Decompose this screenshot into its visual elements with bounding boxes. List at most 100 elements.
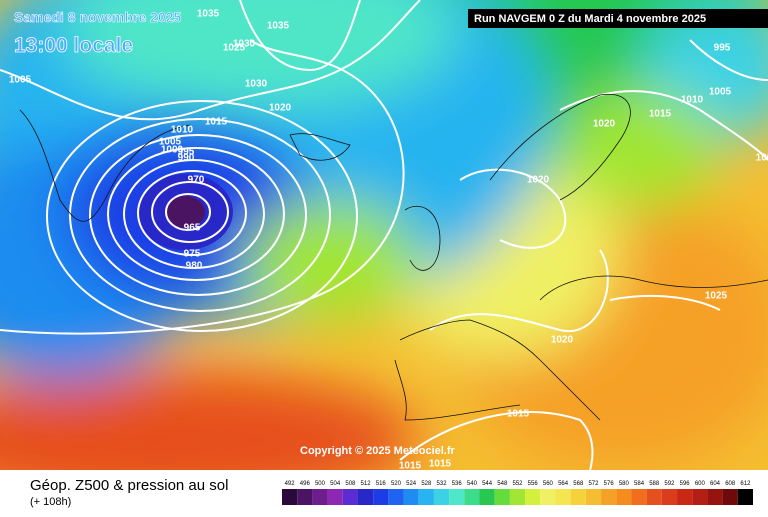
isobar-label: 1015 bbox=[205, 117, 228, 128]
isobar-label: 1015 bbox=[429, 459, 452, 470]
colorbar-swatch bbox=[479, 489, 495, 505]
colorbar-label: 532 bbox=[437, 481, 448, 487]
colorbar-label: 568 bbox=[573, 481, 584, 487]
colorbar-swatch bbox=[312, 489, 328, 505]
colorbar-label: 516 bbox=[376, 481, 387, 487]
colorbar-swatch bbox=[297, 489, 313, 505]
colorbar-swatch bbox=[357, 489, 374, 505]
isobar-label: 1035 bbox=[267, 21, 290, 32]
colorbar-label: 520 bbox=[391, 481, 402, 487]
colorbar-label: 596 bbox=[680, 481, 691, 487]
colorbar-label: 528 bbox=[421, 481, 432, 487]
isobars bbox=[0, 0, 768, 470]
colorbar-label: 548 bbox=[497, 481, 508, 487]
isobar-label: 1030 bbox=[233, 39, 256, 50]
colorbar-label: 604 bbox=[710, 481, 721, 487]
coastlines bbox=[19, 93, 768, 421]
isobar-label: 1035 bbox=[197, 9, 220, 20]
colorbar-swatch bbox=[616, 489, 632, 505]
time-label: 13:00 locale bbox=[14, 34, 133, 57]
colorbar-swatch bbox=[540, 489, 556, 505]
isobar-label: 1015 bbox=[649, 109, 672, 120]
colorbar-label: 496 bbox=[300, 481, 311, 487]
colorbar-label: 564 bbox=[558, 481, 569, 487]
colorbar-label: 492 bbox=[285, 481, 296, 487]
isobar-label: 1020 bbox=[551, 335, 574, 346]
colorbar-swatch bbox=[403, 489, 419, 505]
isobar-label: 1025 bbox=[705, 291, 728, 302]
copyright: Copyright © 2025 Meteociel.fr bbox=[300, 445, 456, 457]
date-label: Samedi 8 novembre 2025 bbox=[14, 9, 182, 25]
isobar-label: 1020 bbox=[527, 175, 550, 186]
colorbar-label: 556 bbox=[528, 481, 539, 487]
isobar-label: 1010 bbox=[681, 95, 704, 106]
colorbar-swatch bbox=[509, 489, 526, 505]
colorbar-swatch bbox=[418, 489, 434, 505]
colorbar-label: 560 bbox=[543, 481, 554, 487]
colorbar-swatch bbox=[585, 489, 602, 505]
low-center bbox=[165, 196, 205, 228]
colorbar-label: 540 bbox=[467, 481, 478, 487]
isobar-label: 1020 bbox=[593, 119, 616, 130]
colorbar-swatch bbox=[677, 489, 693, 505]
isobar-labels: 1035 1035 1030 1025 1030 1020 1015 1010 … bbox=[9, 9, 768, 472]
isobar-label: 1005 bbox=[9, 75, 32, 86]
isobar-label: 995 bbox=[178, 147, 195, 158]
colorbar-swatch bbox=[449, 489, 465, 505]
isobar-label: 970 bbox=[188, 175, 205, 186]
isobar-label: 1010 bbox=[171, 125, 194, 136]
colorbar-label: 512 bbox=[361, 481, 372, 487]
isobar-label: 1000 bbox=[161, 145, 184, 156]
colorbar-swatch bbox=[342, 489, 358, 505]
colorbar-label: 508 bbox=[345, 481, 356, 487]
isobar-label: 990 bbox=[178, 153, 195, 164]
colorbar-swatch bbox=[388, 489, 404, 505]
colorbar-label: 544 bbox=[482, 481, 493, 487]
isobar-label: 1020 bbox=[269, 103, 292, 114]
colorbar-label: 500 bbox=[315, 481, 326, 487]
colorbar-label: 608 bbox=[725, 481, 736, 487]
footer-lead: (+ 108h) bbox=[30, 496, 71, 508]
isobar-label: 1030 bbox=[245, 79, 268, 90]
colorbar-swatch bbox=[661, 489, 678, 505]
colorbar-label: 576 bbox=[604, 481, 615, 487]
colorbar-swatch bbox=[327, 489, 343, 505]
isobar-label: 1015 bbox=[399, 461, 422, 472]
colorbar-label: 524 bbox=[406, 481, 417, 487]
run-label: Run NAVGEM 0 Z du Mardi 4 novembre 2025 bbox=[474, 13, 706, 25]
colorbar-label: 584 bbox=[634, 481, 645, 487]
colorbar-label: 612 bbox=[740, 481, 751, 487]
colorbar-swatch bbox=[373, 489, 389, 505]
colorbar-label: 504 bbox=[330, 481, 341, 487]
colorbar-label: 592 bbox=[664, 481, 675, 487]
colorbar-swatch bbox=[646, 489, 662, 505]
colorbar-swatch bbox=[722, 489, 738, 505]
colorbar-label: 580 bbox=[619, 481, 630, 487]
colorbar-swatch bbox=[464, 489, 480, 505]
colorbar-swatch bbox=[494, 489, 510, 505]
isobar-label: 100 bbox=[756, 153, 768, 164]
isobar-label: 980 bbox=[186, 261, 203, 272]
colorbar-swatch bbox=[631, 489, 647, 505]
isobar-label: 1015 bbox=[507, 409, 530, 420]
run-banner bbox=[468, 9, 768, 28]
colorbar-swatch bbox=[555, 489, 571, 505]
isobar-label: 1005 bbox=[709, 87, 732, 98]
colorbar-label: 600 bbox=[695, 481, 706, 487]
colorbar-swatch bbox=[601, 489, 617, 505]
colorbar-label: 572 bbox=[588, 481, 599, 487]
colorbar: 492 496 500 504 508 512 516 520 524 528 532 536 540 5… bbox=[282, 481, 753, 505]
colorbar-swatch bbox=[737, 489, 753, 505]
colorbar-label: 588 bbox=[649, 481, 660, 487]
isobar-label: 975 bbox=[184, 249, 201, 260]
isobar-label: 1025 bbox=[223, 43, 246, 54]
colorbar-swatch bbox=[282, 489, 298, 505]
isobar-label: 965 bbox=[184, 223, 201, 234]
isobar-label: 1005 bbox=[159, 137, 182, 148]
isobar-label: 995 bbox=[714, 43, 731, 54]
colorbar-swatch bbox=[433, 489, 450, 505]
colorbar-swatch bbox=[525, 489, 541, 505]
colorbar-swatch bbox=[707, 489, 723, 505]
